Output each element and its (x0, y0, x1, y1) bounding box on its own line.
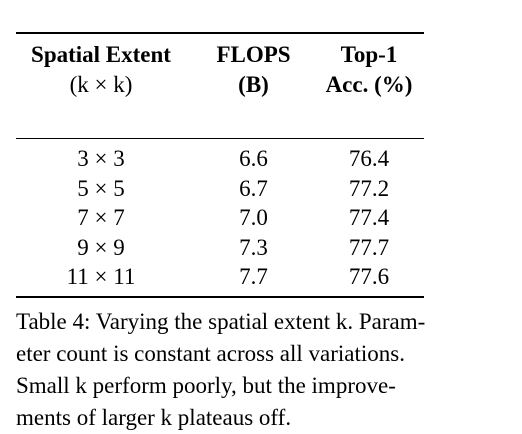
header-label: FLOPS (216, 42, 291, 67)
caption-line: eter count is constant across all variat… (16, 341, 405, 366)
caption-line: ments of larger k plateaus off. (16, 405, 292, 430)
table-row: 9 × 9 7.3 77.7 (16, 233, 424, 263)
cell-accuracy: 77.6 (348, 264, 390, 289)
caption-line: Table 4: Varying the spatial extent k. P… (16, 309, 426, 334)
header-flops: FLOPS (B) (201, 40, 306, 100)
header-label: Spatial Extent (31, 42, 171, 67)
header-label: Top-1 (340, 42, 398, 67)
cell-flops: 7.7 (239, 264, 268, 289)
header-sublabel: (B) (238, 72, 269, 97)
header-sublabel: (k × k) (69, 72, 133, 97)
cell-flops: 7.3 (239, 234, 268, 260)
cell-flops: 7.0 (239, 205, 268, 230)
cell-accuracy: 77.7 (348, 234, 390, 260)
table-row: 5 × 5 6.7 77.2 (16, 174, 424, 204)
header-sublabel: Acc. (%) (325, 72, 413, 97)
table-body: 3 × 3 6.6 76.4 5 × 5 6.7 77.2 7 × 7 7.0 … (16, 144, 424, 292)
header-top1-accuracy: Top-1 Acc. (%) (314, 40, 424, 100)
table-row: 7 × 7 7.0 77.4 (16, 203, 424, 233)
cell-accuracy: 77.4 (348, 205, 390, 230)
caption-line: Small k perform poorly, but the improve- (16, 373, 396, 398)
cell-extent: 3 × 3 (77, 146, 125, 171)
cell-accuracy: 77.2 (348, 175, 390, 201)
header-spatial-extent: Spatial Extent (k × k) (16, 40, 186, 100)
table-row: 11 × 11 7.7 77.6 (16, 262, 424, 292)
table-header-rule (16, 138, 424, 139)
cell-extent: 5 × 5 (77, 175, 125, 201)
table-row: 3 × 3 6.6 76.4 (16, 144, 424, 174)
cell-extent: 11 × 11 (66, 264, 136, 289)
table-caption: Table 4: Varying the spatial extent k. P… (16, 306, 512, 434)
cell-accuracy: 76.4 (348, 146, 390, 171)
table-top-rule (16, 32, 424, 34)
cell-flops: 6.6 (239, 146, 268, 171)
cell-extent: 7 × 7 (77, 205, 125, 230)
cell-flops: 6.7 (239, 175, 268, 201)
cell-extent: 9 × 9 (77, 234, 125, 260)
table-bottom-rule (16, 296, 424, 298)
